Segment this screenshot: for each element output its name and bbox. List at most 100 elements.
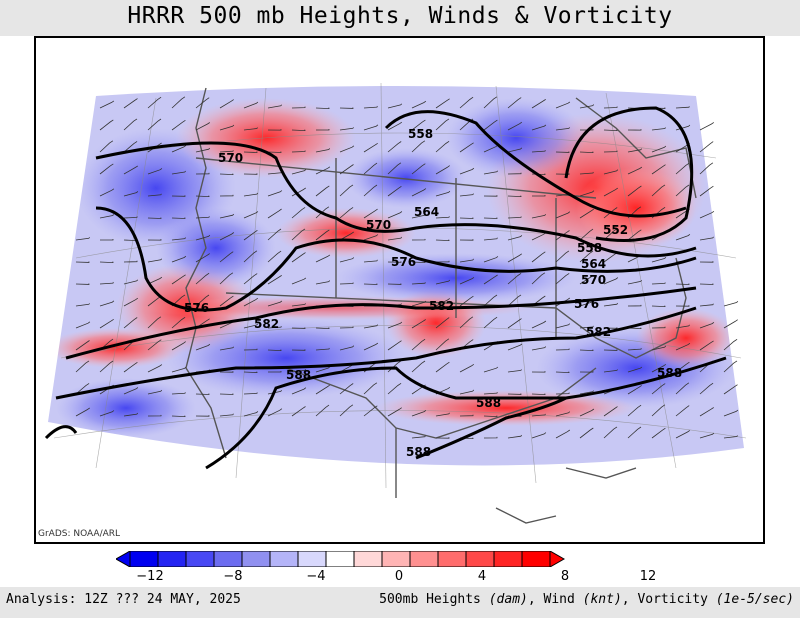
wind-barb — [555, 173, 570, 175]
wind-barb — [651, 145, 667, 153]
wind-barb — [483, 237, 498, 241]
wind-barb — [363, 162, 378, 175]
wind-barb — [339, 345, 355, 351]
wind-barb — [483, 436, 498, 439]
wind-barb — [267, 349, 282, 352]
wind-barb — [411, 409, 427, 417]
wind-barb — [243, 192, 258, 197]
wind-barb — [291, 169, 307, 175]
wind-barb — [699, 162, 714, 175]
wind-barb — [387, 407, 402, 417]
wind-barb — [627, 279, 643, 285]
colorbar-cell — [157, 551, 187, 567]
wind-barb — [291, 368, 306, 373]
wind-barb — [99, 214, 115, 219]
wind-barb — [411, 282, 426, 285]
wind-barb — [147, 364, 163, 373]
wind-barb — [267, 275, 282, 285]
wind-barb — [723, 360, 738, 373]
wind-barb — [579, 408, 595, 417]
contour-label: 576 — [184, 301, 209, 315]
wind-barb — [195, 97, 210, 109]
wind-barb — [219, 393, 234, 395]
wind-barb — [435, 298, 451, 307]
wind-barb — [723, 384, 738, 395]
wind-barb — [195, 216, 210, 219]
wind-barb — [171, 195, 186, 197]
wind-barb — [291, 106, 306, 109]
wind-barb — [147, 276, 163, 285]
wind-barb — [651, 305, 666, 308]
wind-barb — [339, 326, 354, 329]
wind-barb — [507, 434, 522, 439]
wind-barb — [555, 348, 570, 351]
wind-barb — [363, 259, 378, 263]
colorbar-cell — [493, 551, 523, 567]
state-and-coast-outlines — [185, 87, 697, 524]
wind-barb — [387, 103, 403, 109]
wind-barb — [243, 151, 258, 153]
wind-barb — [675, 361, 690, 373]
wind-barb — [627, 327, 642, 330]
wind-barb — [339, 282, 354, 285]
wind-barb — [627, 304, 642, 307]
wind-barb — [555, 273, 570, 285]
wind-barb — [267, 228, 282, 241]
wind-barb — [363, 405, 378, 417]
wind-barb — [171, 145, 187, 153]
wind-barb — [531, 371, 546, 373]
heights-unit: (dam) — [488, 592, 528, 607]
wind-barb — [291, 228, 306, 241]
wind-barb — [219, 213, 235, 219]
contour-label: 564 — [581, 257, 606, 271]
wind-barb — [195, 147, 211, 153]
colorbar-cell — [185, 551, 215, 567]
wind-barb — [699, 122, 715, 131]
wind-barb — [651, 164, 666, 175]
contour-label: 570 — [366, 218, 391, 232]
wind-barb — [531, 214, 546, 219]
wind-barb — [243, 323, 259, 329]
wind-barb — [627, 229, 642, 241]
wind-barb — [483, 256, 499, 263]
wind-barb — [459, 193, 474, 197]
wind-barb — [339, 231, 355, 241]
wind-barb — [100, 239, 114, 241]
wind-barb — [507, 172, 522, 175]
wind-barb — [435, 412, 450, 417]
wind-barb — [315, 384, 330, 395]
colorbar-cell — [437, 551, 467, 567]
wind-barb — [75, 321, 91, 329]
wind-barb — [171, 415, 186, 418]
wind-unit: (knt) — [582, 592, 622, 607]
wind-barb — [315, 185, 330, 197]
wind-barb — [363, 283, 378, 285]
wind-barb — [195, 234, 211, 241]
wind-barb — [723, 300, 739, 307]
wind-barb — [483, 294, 498, 307]
wind-barb — [243, 348, 258, 351]
wind-barb — [171, 96, 186, 109]
wind-barb — [387, 321, 403, 329]
wind-barb — [243, 127, 258, 131]
wind-barb — [99, 360, 114, 373]
wind-barb — [627, 404, 642, 417]
wind-barb — [195, 172, 210, 175]
wind-barb — [507, 235, 523, 241]
wind-barb — [579, 390, 594, 395]
wind-barb — [387, 340, 402, 351]
colorbar-tick-label: 8 — [560, 569, 570, 584]
title-bar — [0, 0, 800, 36]
wind-barb — [387, 261, 402, 263]
wind-barb — [435, 165, 450, 175]
wind-barb — [291, 207, 306, 219]
wind-barb — [627, 166, 643, 175]
wind-barb — [363, 382, 378, 395]
wind-barb — [123, 297, 139, 307]
wind-barb — [579, 208, 594, 219]
wind-barb — [603, 207, 618, 219]
wind-barb — [723, 435, 738, 439]
wind-barb — [267, 190, 283, 197]
wind-barb — [243, 411, 259, 417]
wind-barb — [555, 392, 570, 395]
